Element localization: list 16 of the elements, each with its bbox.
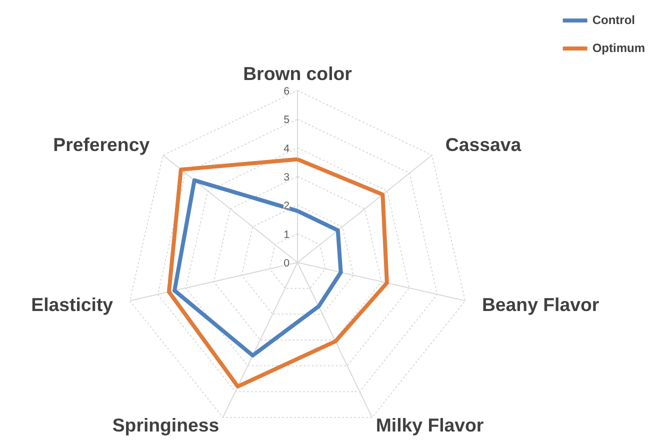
spoke-label: Elasticity [31, 294, 114, 316]
y-tick-label: 2 [284, 200, 290, 212]
y-tick-label: 6 [284, 86, 290, 98]
y-tick-label: 4 [284, 142, 290, 155]
y-tick-label: 1 [284, 228, 290, 241]
spoke-label: Beany Flavor [482, 294, 600, 316]
spoke-label: Brown color [243, 62, 352, 84]
spoke-label: Cassava [445, 134, 522, 156]
y-tick-label: 3 [284, 172, 290, 184]
legend-label: Control [592, 13, 635, 27]
legend-label: Optimum [592, 41, 645, 55]
y-tick-label: 5 [284, 114, 290, 126]
y-tick-label: 0 [284, 258, 290, 270]
spoke-label: Milky Flavor [376, 414, 484, 436]
spoke-label: Springiness [112, 414, 220, 436]
spoke-label: Preferency [53, 134, 150, 156]
